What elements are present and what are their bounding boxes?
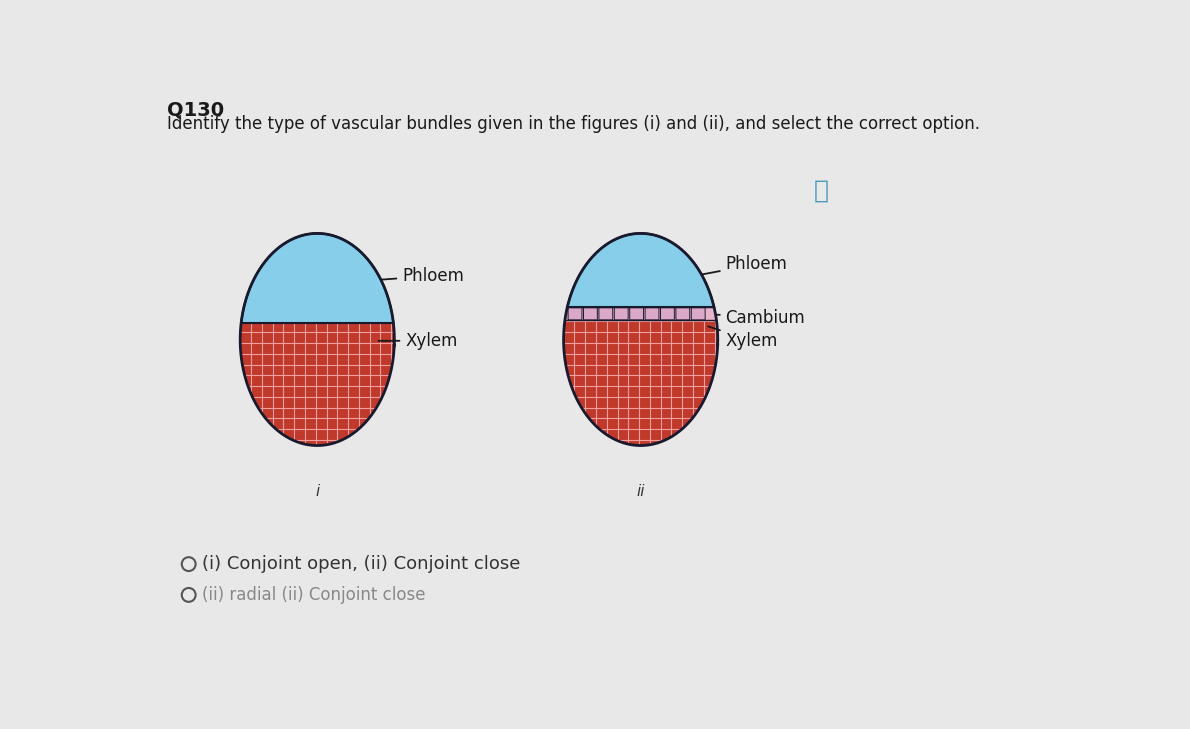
Text: i: i — [315, 484, 319, 499]
Text: Phloem: Phloem — [697, 255, 788, 276]
Text: Phloem: Phloem — [327, 267, 464, 285]
Text: Q130: Q130 — [167, 101, 224, 120]
Polygon shape — [242, 233, 394, 323]
Text: Xylem: Xylem — [378, 332, 457, 350]
Text: ii: ii — [637, 484, 645, 499]
FancyBboxPatch shape — [660, 308, 675, 320]
FancyBboxPatch shape — [630, 308, 644, 320]
Text: Identify the type of vascular bundles given in the figures (i) and (ii), and sel: Identify the type of vascular bundles gi… — [167, 115, 981, 133]
Polygon shape — [568, 233, 714, 307]
FancyBboxPatch shape — [645, 308, 659, 320]
PathPatch shape — [564, 233, 718, 445]
PathPatch shape — [240, 233, 394, 445]
FancyBboxPatch shape — [691, 308, 706, 320]
Text: (i) Conjoint open, (ii) Conjoint close: (i) Conjoint open, (ii) Conjoint close — [202, 555, 520, 573]
Text: (ii) radial (ii) Conjoint close: (ii) radial (ii) Conjoint close — [202, 586, 425, 604]
Text: Ⓒ: Ⓒ — [814, 179, 829, 203]
Polygon shape — [240, 233, 394, 445]
Text: Xylem: Xylem — [708, 327, 778, 350]
FancyBboxPatch shape — [568, 308, 582, 320]
FancyBboxPatch shape — [599, 308, 613, 320]
FancyBboxPatch shape — [583, 308, 597, 320]
FancyBboxPatch shape — [676, 308, 690, 320]
Polygon shape — [565, 307, 716, 321]
Polygon shape — [564, 233, 718, 445]
FancyBboxPatch shape — [614, 308, 628, 320]
Text: Cambium: Cambium — [704, 308, 806, 327]
